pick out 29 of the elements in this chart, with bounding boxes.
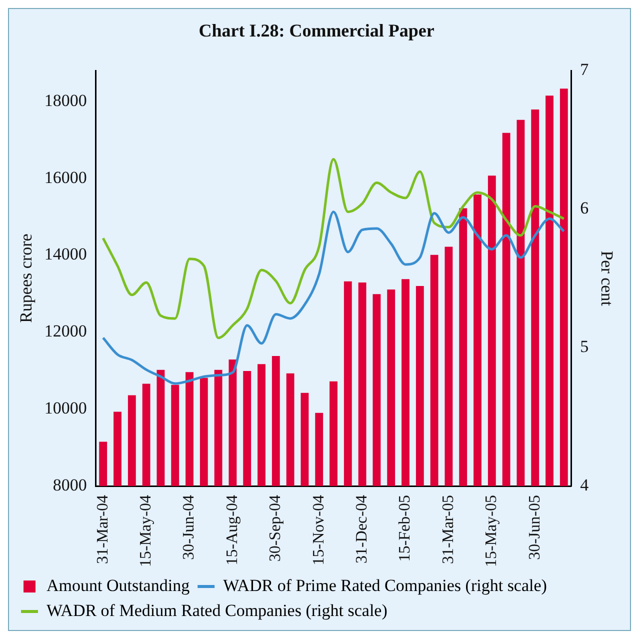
y-axis-title: Rupees crore — [16, 234, 36, 323]
x-tick-label: 15-Feb-05 — [396, 495, 414, 562]
y-tick-label: 18000 — [44, 90, 87, 110]
x-tick-label: 31-Mar-05 — [440, 495, 457, 564]
x-tick-label: 31-Dec-04 — [354, 495, 371, 564]
legend-label: Amount Outstanding — [46, 576, 190, 595]
x-tick-label: 15-May-04 — [138, 495, 155, 567]
y-tick-label: 14000 — [44, 244, 87, 264]
legend-label: WADR of Prime Rated Companies (right scale) — [223, 576, 547, 595]
y-tick-label: 8000 — [52, 475, 87, 494]
x-tick-label: 30-Jun-05 — [526, 495, 544, 560]
x-tick-label: 15-Aug-04 — [224, 495, 241, 566]
x-tick-label: 15-May-05 — [483, 495, 500, 567]
line-series — [102, 158, 566, 340]
y2-tick-label: 7 — [580, 60, 590, 80]
y2-tick-label: 5 — [580, 337, 589, 356]
line-series — [102, 210, 566, 385]
y2-tick-label: 6 — [580, 198, 589, 218]
y2-tick-label: 4 — [580, 475, 590, 494]
y-tick-label: 10000 — [44, 398, 87, 418]
x-tick-label: 30-Jun-04 — [180, 495, 198, 560]
x-tick-label: 15-Nov-04 — [310, 495, 328, 566]
y-tick-label: 16000 — [44, 168, 87, 187]
y-tick-label: 12000 — [44, 322, 87, 341]
legend-label: WADR of Medium Rated Companies (right scale) — [46, 600, 388, 620]
x-tick-label: 30-Sep-04 — [267, 495, 284, 562]
y2-axis-title: Per cent — [597, 250, 616, 306]
chart-title: Chart I.28: Commercial Paper — [198, 20, 434, 40]
x-tick-label: 31-Mar-04 — [94, 495, 112, 564]
